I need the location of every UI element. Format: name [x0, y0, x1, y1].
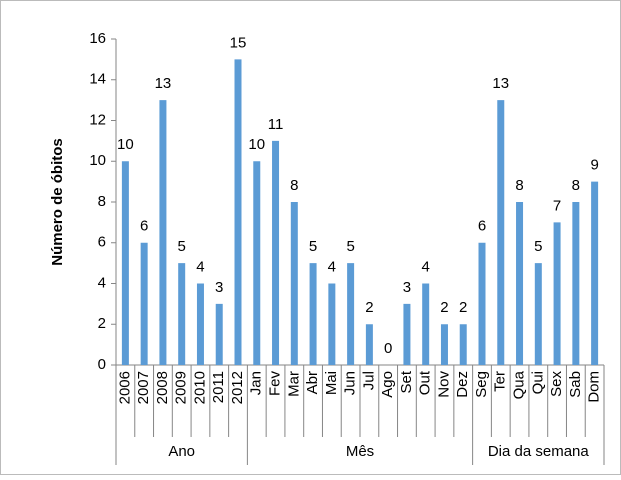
data-label: 4 [196, 258, 204, 275]
x-tick-label: Qua [511, 370, 528, 399]
data-label: 10 [117, 136, 134, 153]
x-tick-label: 2011 [210, 371, 227, 403]
data-label: 8 [572, 177, 580, 194]
x-tick-label: Ter [492, 371, 509, 392]
bar [516, 202, 524, 365]
x-tick-label: Sab [567, 371, 584, 398]
group-label: Ano [168, 443, 195, 460]
x-tick-label: Qui [529, 371, 546, 394]
bar [159, 100, 167, 365]
bar [422, 283, 430, 365]
y-tick-label: 14 [89, 71, 106, 88]
bar [403, 303, 411, 365]
data-label: 2 [365, 299, 373, 316]
group-label: Mês [346, 443, 374, 460]
bar [328, 283, 336, 365]
x-tick-label: Fev [267, 371, 284, 397]
data-label: 5 [534, 238, 542, 255]
bar [553, 222, 561, 365]
x-tick-label: Abr [304, 371, 321, 394]
y-tick-label: 8 [98, 193, 106, 210]
bar [459, 324, 467, 365]
x-tick-label: Sex [548, 371, 565, 397]
data-label: 6 [478, 218, 486, 235]
x-tick-label: 2010 [191, 371, 208, 404]
data-label: 6 [140, 218, 148, 235]
y-tick-label: 12 [89, 111, 106, 128]
data-label: 3 [215, 279, 223, 296]
x-tick-label: 2007 [135, 371, 152, 404]
x-tick-label: Jul [360, 371, 377, 390]
data-label: 4 [422, 258, 430, 275]
data-label: 13 [155, 75, 172, 92]
data-label: 11 [268, 116, 284, 133]
data-label: 15 [230, 34, 247, 51]
x-tick-label: Jan [248, 371, 265, 395]
bar [365, 324, 373, 365]
x-tick-label: Mai [323, 371, 340, 395]
y-tick-label: 4 [98, 274, 106, 291]
x-tick-label: Dez [454, 371, 471, 398]
bar [572, 202, 580, 365]
x-tick-label: Out [417, 370, 434, 395]
group-label: Dia da semana [488, 443, 590, 460]
y-tick-label: 2 [98, 315, 106, 332]
data-label: 3 [403, 279, 411, 296]
bar [290, 202, 298, 365]
x-tick-label: 2009 [173, 371, 190, 404]
data-label: 13 [492, 75, 509, 92]
data-label: 5 [309, 238, 317, 255]
y-tick-label: 0 [98, 356, 106, 373]
x-tick-label: Seg [473, 371, 490, 398]
bar [140, 242, 148, 365]
data-label: 7 [553, 197, 561, 214]
bar [234, 59, 242, 365]
bar [309, 263, 317, 365]
data-label: 5 [178, 238, 186, 255]
x-tick-label: 2008 [154, 371, 171, 404]
y-tick-label: 6 [98, 234, 106, 251]
bar [534, 263, 542, 365]
bar [196, 283, 204, 365]
data-label: 0 [384, 340, 392, 357]
bar [272, 140, 280, 365]
bar [121, 161, 129, 365]
x-tick-label: 2012 [229, 371, 246, 404]
bar [253, 161, 261, 365]
bar [591, 181, 599, 365]
x-tick-label: Jun [342, 371, 359, 395]
x-tick-label: Ago [379, 371, 396, 398]
y-tick-label: 10 [89, 152, 106, 169]
y-axis-label: Número de óbitos [49, 138, 66, 266]
x-tick-label: Dom [586, 371, 603, 403]
x-tick-label: Set [398, 370, 415, 393]
x-tick-label: Nov [435, 371, 452, 398]
data-label: 2 [440, 299, 448, 316]
data-label: 9 [590, 157, 598, 174]
x-tick-label: Mar [285, 371, 302, 397]
data-label: 5 [346, 238, 354, 255]
data-label: 8 [290, 177, 298, 194]
bar [347, 263, 355, 365]
bar [178, 263, 186, 365]
bar [215, 303, 223, 365]
x-tick-label: 2006 [116, 371, 133, 404]
data-label: 10 [248, 136, 265, 153]
data-label: 8 [515, 177, 523, 194]
bar [497, 100, 505, 365]
data-label: 4 [328, 258, 336, 275]
bar [440, 324, 448, 365]
data-label: 2 [459, 299, 467, 316]
y-tick-label: 16 [89, 30, 106, 47]
bar [478, 242, 486, 365]
